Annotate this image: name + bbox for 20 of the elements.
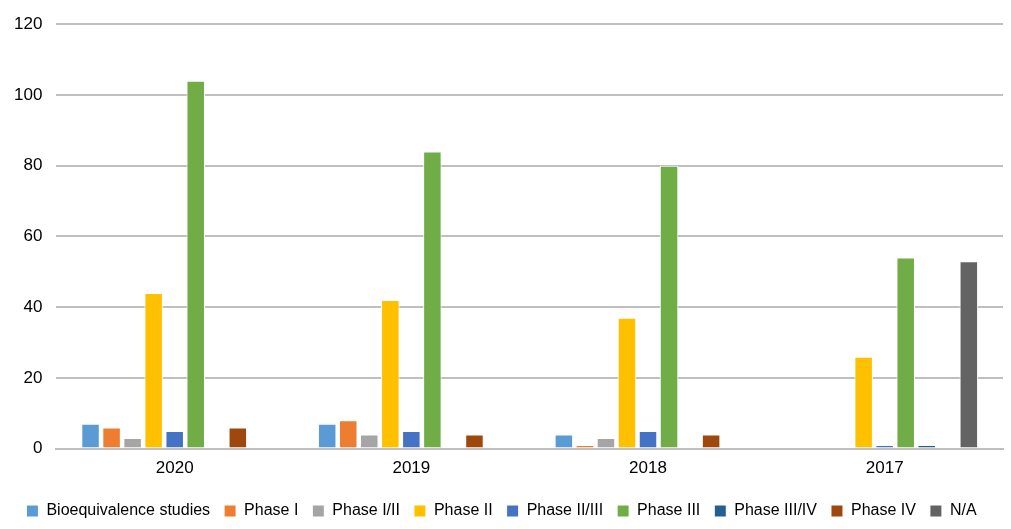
legend-label: Bioequivalence studies — [46, 501, 211, 519]
y-tick-label: 0 — [32, 438, 43, 458]
legend-label: Phase I/II — [332, 501, 400, 519]
y-tick-label: 60 — [23, 226, 43, 246]
y-tick-label: 40 — [23, 296, 43, 316]
x-tick-label: 2019 — [392, 458, 431, 478]
legend-label: Phase IV — [850, 501, 917, 519]
x-tick-label: 2020 — [155, 458, 194, 478]
x-tick-label: 2017 — [865, 458, 904, 478]
legend-label: N/A — [949, 501, 977, 519]
legend-label: Phase I — [244, 501, 299, 519]
y-tick-label: 80 — [23, 155, 43, 175]
x-tick-label: 2018 — [629, 458, 667, 478]
y-tick-label: 100 — [13, 84, 43, 104]
legend-label: Phase III/IV — [734, 501, 818, 519]
legend-label: Phase III — [637, 501, 701, 519]
legend-label: Phase II — [433, 501, 493, 519]
legend-label: Phase II/III — [526, 501, 604, 519]
y-tick-label: 120 — [13, 13, 43, 33]
y-tick-label: 20 — [23, 367, 43, 387]
